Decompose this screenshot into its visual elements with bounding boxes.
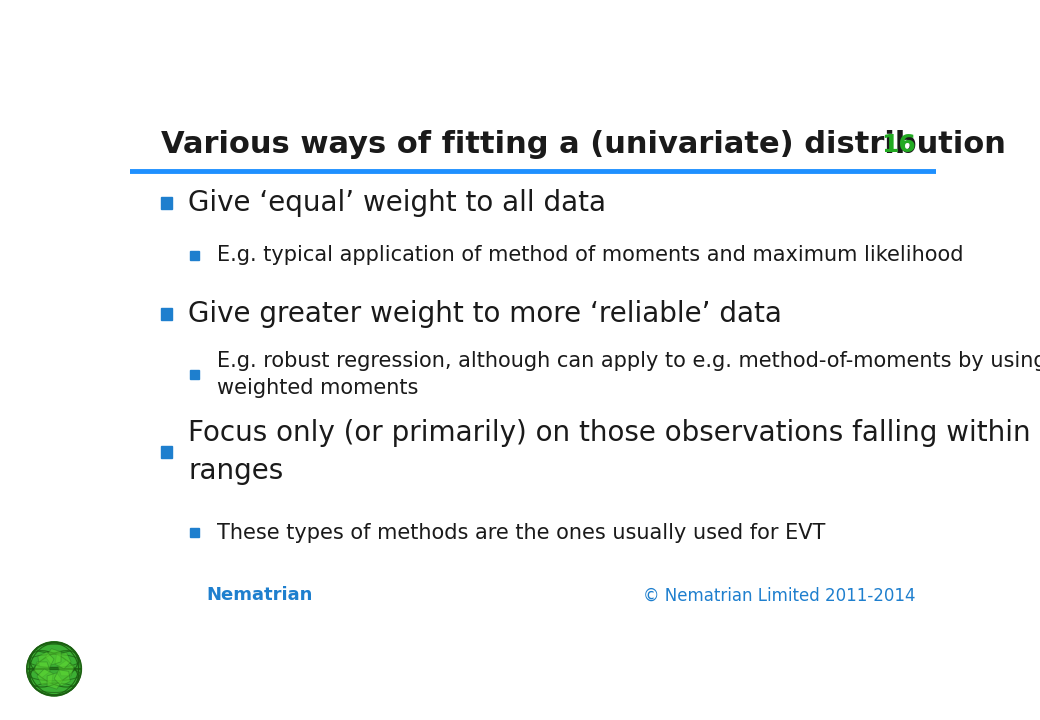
Circle shape [27,642,81,696]
Text: These types of methods are the ones usually used for EVT: These types of methods are the ones usua… [217,523,826,543]
Text: Give ‘equal’ weight to all data: Give ‘equal’ weight to all data [188,189,606,217]
Text: E.g. typical application of method of moments and maximum likelihood: E.g. typical application of method of mo… [217,246,963,266]
Text: © Nematrian Limited 2011-2014: © Nematrian Limited 2011-2014 [644,586,916,604]
Bar [160,307,172,320]
Bar [190,528,200,537]
Bar [190,251,200,260]
Text: 16: 16 [881,132,916,157]
Text: Nematrian: Nematrian [207,586,313,604]
Bar [160,197,172,209]
Bar [190,370,200,379]
Text: Focus only (or primarily) on those observations falling within certain quantile
: Focus only (or primarily) on those obser… [188,419,1040,485]
Bar [160,446,172,459]
Text: Give greater weight to more ‘reliable’ data: Give greater weight to more ‘reliable’ d… [188,300,782,328]
Text: Various ways of fitting a (univariate) distribution: Various ways of fitting a (univariate) d… [160,130,1006,159]
Text: E.g. robust regression, although can apply to e.g. method-of-moments by using
we: E.g. robust regression, although can app… [217,351,1040,398]
